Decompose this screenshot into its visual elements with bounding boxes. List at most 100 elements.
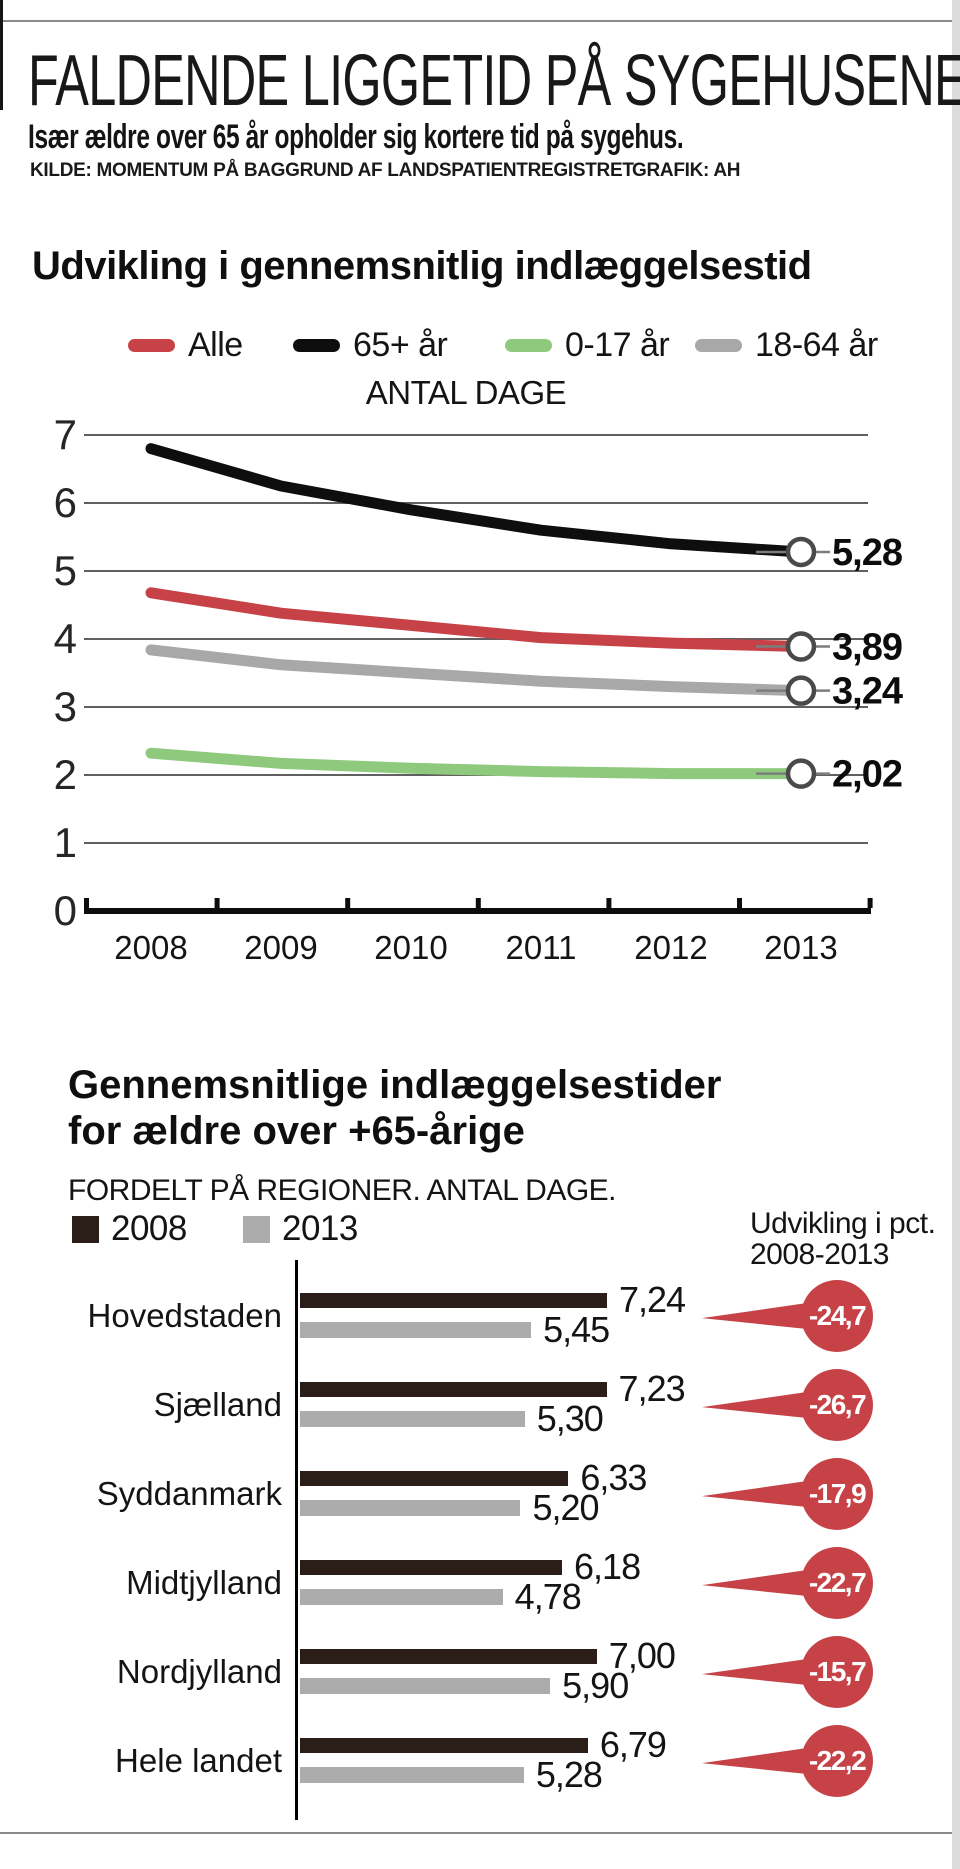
legend-label: 65+ år [353, 325, 448, 364]
pct-bubble: -26,7 [801, 1369, 873, 1441]
legend-dash-icon [293, 338, 340, 352]
legend-label: 18-64 år [755, 325, 878, 364]
source-credit: KILDE: MOMENTUM PÅ BAGGRUND AF LANDSPATI… [30, 160, 634, 181]
y-axis-tick-label: 5 [54, 547, 76, 594]
bar-chart-subtitle: FORDELT PÅ REGIONER. ANTAL DAGE. [68, 1174, 617, 1207]
legend-swatch-icon [243, 1215, 270, 1243]
bar-value-2013: 5,45 [543, 1309, 610, 1350]
y-axis-tick-label: 2 [54, 751, 76, 798]
x-axis-tick [606, 898, 612, 908]
series-line-2 [145, 747, 807, 780]
bar-value-2008: 7,23 [618, 1368, 686, 1409]
pct-bubble-tail [702, 1659, 807, 1685]
bar-value-2008: 6,18 [574, 1546, 641, 1587]
pct-column-header-line2: 2008-2013 [750, 1238, 889, 1271]
legend-item: 2013 [243, 1209, 358, 1248]
x-axis-tick [737, 898, 742, 908]
pct-bubble-tail [702, 1481, 807, 1507]
year-label: 2008 [114, 929, 187, 966]
line-chart-heading: Udvikling i gennemsnitlig indlæggelsesti… [32, 244, 812, 288]
region-label: Nordjylland [116, 1653, 282, 1690]
x-axis-tick [475, 898, 481, 908]
region-label: Sjælland [153, 1386, 282, 1423]
region-label: Syddanmark [96, 1475, 282, 1512]
bar-2013 [300, 1322, 532, 1338]
region-label: Midtjylland [126, 1564, 282, 1601]
legend-dash-icon [505, 338, 552, 352]
series-line-0 [145, 587, 807, 652]
page-title: FALDENDE LIGGETID PÅ SYGEHUSENE [28, 41, 960, 121]
endpoint-marker-icon [785, 631, 817, 662]
bar-chart-heading-line1: Gennemsnitlige indlæggelsestider [68, 1063, 722, 1107]
pct-bubble: -15,7 [801, 1636, 873, 1708]
legend-dash-icon [695, 338, 742, 352]
end-value-label: 2,02 [832, 754, 902, 796]
endpoint-marker-icon [785, 536, 817, 568]
bar-2008 [300, 1471, 569, 1486]
bottom-divider [0, 1832, 952, 1834]
top-divider [0, 20, 952, 22]
page-subtitle: Især ældre over 65 år opholder sig korte… [28, 118, 684, 156]
pct-bubble-tail [702, 1303, 807, 1329]
pct-bubble: -22,2 [801, 1725, 873, 1797]
end-value-label: 3,89 [832, 626, 902, 668]
y-axis-tick-label: 7 [54, 420, 76, 458]
pct-column-header-line1: Udvikling i pct. [750, 1207, 936, 1240]
x-axis-line [84, 908, 871, 914]
pct-bubble: -22,7 [801, 1547, 873, 1619]
year-label: 2011 [506, 929, 577, 966]
x-axis-tick [84, 898, 89, 908]
bar-value-2013: 5,28 [535, 1754, 603, 1795]
pct-bubble: -24,7 [801, 1280, 873, 1352]
bar-value-2008: 7,24 [618, 1279, 686, 1320]
series-line-1 [145, 443, 807, 558]
bar-value-2013: 5,20 [532, 1487, 599, 1528]
right-edge-strip [952, 0, 960, 1869]
left-edge-mark [0, 0, 3, 110]
y-axis-tick-label: 3 [54, 683, 76, 730]
bar-2008 [300, 1293, 607, 1308]
x-axis-tick [867, 898, 873, 908]
legend-label: 2013 [282, 1209, 358, 1248]
bar-chart-heading-line2: for ældre over +65-årige [68, 1109, 525, 1153]
legend-item: 65+ år [293, 326, 448, 364]
bar-2008 [300, 1738, 588, 1753]
pct-bubble-tail [702, 1748, 807, 1774]
region-label: Hovedstaden [87, 1297, 282, 1334]
end-value-label: 3,24 [832, 671, 903, 713]
pct-bubble-tail [702, 1570, 807, 1596]
y-axis-tick-label: 1 [54, 819, 76, 866]
year-label: 2010 [374, 929, 447, 966]
bar-2013 [300, 1500, 521, 1516]
y-axis-tick-label: 6 [54, 479, 76, 526]
bar-value-2008: 6,33 [580, 1457, 647, 1498]
x-axis-tick [214, 898, 220, 908]
legend-item: Alle [128, 326, 243, 364]
bar-value-2013: 4,78 [514, 1576, 582, 1617]
legend-label: 2008 [111, 1209, 187, 1248]
pct-bubble-tail [702, 1392, 807, 1418]
series-line-3 [145, 644, 807, 697]
endpoint-marker-icon [785, 758, 817, 789]
line-chart-unit-label: ANTAL DAGE [365, 374, 567, 411]
legend-item: 18-64 år [695, 326, 878, 364]
bar-2013 [300, 1678, 551, 1694]
bar-value-2013: 5,30 [536, 1398, 604, 1439]
legend-label: Alle [188, 325, 243, 364]
graphic-credit: GRAFIK: AH [632, 160, 741, 181]
legend-label: 0-17 år [565, 325, 670, 364]
legend-dash-icon [128, 338, 175, 352]
bar-2008 [300, 1649, 597, 1664]
year-label: 2012 [634, 929, 707, 966]
bar-value-2013: 5,90 [562, 1665, 629, 1706]
bar-2013 [300, 1767, 524, 1783]
legend-item: 0-17 år [505, 326, 670, 364]
y-axis-tick-label: 0 [54, 887, 76, 934]
legend-item: 2008 [72, 1209, 187, 1248]
pct-bubble: -17,9 [801, 1458, 873, 1530]
legend-swatch-icon [72, 1215, 99, 1243]
bar-2008 [300, 1560, 563, 1575]
bar-2008 [300, 1382, 607, 1397]
